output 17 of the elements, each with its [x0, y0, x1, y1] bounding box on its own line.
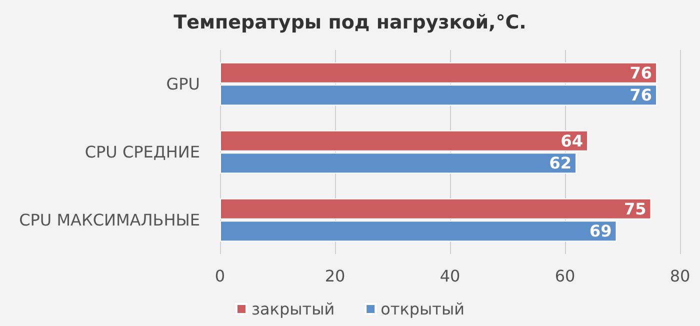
y-tick-label: CPU СРЕДНИЕ [84, 142, 200, 162]
data-label: 69 [589, 222, 612, 241]
legend-label: закрытый [251, 300, 335, 318]
data-label: 64 [560, 131, 583, 150]
x-tick-label: 80 [670, 266, 690, 286]
chart-title: Температуры под нагрузкой,°С. [174, 12, 526, 34]
y-tick-label: GPU [166, 74, 200, 94]
data-label: 75 [624, 199, 646, 218]
data-label: 76 [630, 86, 652, 105]
x-tick-label: 60 [554, 266, 576, 286]
x-tick-label: 0 [214, 266, 226, 286]
data-label: 62 [549, 154, 572, 173]
x-tick-label: 20 [324, 266, 346, 286]
legend-label: открытый [380, 300, 465, 318]
x-tick-label: 40 [440, 266, 460, 286]
y-tick-label: CPU МАКСИМАЛЬНЫЕ [19, 210, 200, 230]
data-label: 76 [630, 63, 652, 82]
